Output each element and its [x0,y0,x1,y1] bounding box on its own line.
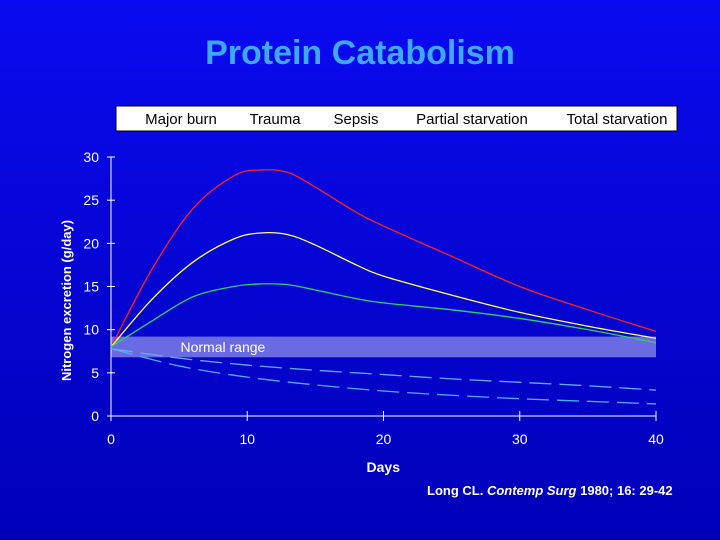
legend-box [115,105,678,132]
series-line-major-burn [110,169,657,348]
legend-entry-major-burn: Major burn [145,111,217,128]
legend-entry-trauma: Trauma [249,111,301,128]
citation-author: Long CL. [427,483,487,498]
citation-details: 1980; 16: 29-42 [576,483,673,498]
x-tick-label-0: 0 [107,431,115,447]
normal-range-band [111,336,656,358]
x-tick-label-20: 20 [376,431,392,447]
y-tick-label-5: 5 [91,365,99,381]
x-tick-label-40: 40 [648,431,664,447]
series-line-partial-starvation [110,348,657,391]
x-axis-label: Days [367,459,401,475]
x-tick-label-10: 10 [239,431,255,447]
x-tick-label-30: 30 [512,431,528,447]
y-tick-label-15: 15 [83,279,99,295]
series-line-trauma [110,232,657,348]
citation: Long CL. Contemp Surg 1980; 16: 29-42 [427,483,673,498]
y-tick-label-0: 0 [91,408,99,424]
legend-entry-total-starvation: Total starvation [567,111,668,128]
legend-entry-sepsis: Sepsis [333,111,378,128]
series-line-sepsis [110,283,657,348]
y-tick-label-20: 20 [83,235,99,251]
series-line-total-starvation [110,348,657,405]
chart-title: Protein Catabolism [205,34,515,72]
citation-journal: Contemp Surg [486,483,577,498]
normal-range-label: Normal range [180,339,265,355]
legend-entry-partial-starvation: Partial starvation [416,111,528,128]
y-tick-label-25: 25 [83,192,99,208]
y-tick-label-30: 30 [83,149,99,165]
y-axis-label: Nitrogen excretion (g/day) [59,220,74,381]
y-tick-label-10: 10 [83,322,99,338]
